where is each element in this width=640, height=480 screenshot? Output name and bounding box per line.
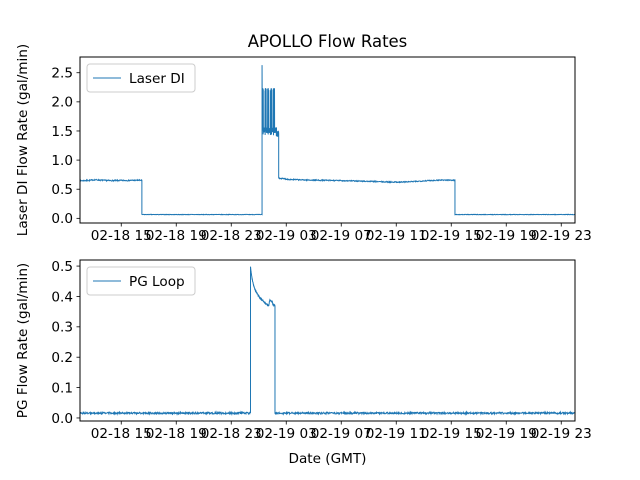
x-tick-label: 02-19 15 [421, 426, 482, 442]
x-tick-label: 02-19 23 [531, 228, 592, 244]
bottom-y-axis-label: PG Flow Rate (gal/min) [15, 263, 31, 418]
y-tick-label: 0.3 [51, 320, 73, 336]
x-axis-label: Date (GMT) [289, 451, 367, 467]
legend-box [86, 266, 196, 296]
x-tick-label: 02-19 11 [366, 228, 427, 244]
y-tick-label: 1.5 [51, 124, 73, 140]
legend: PG Loop [86, 266, 196, 296]
y-tick-label: 1.0 [51, 153, 73, 169]
x-tick-label: 02-19 07 [311, 426, 372, 442]
y-tick-label: 0.5 [51, 259, 73, 275]
legend-label: Laser DI [129, 71, 185, 87]
x-tick-label: 02-18 23 [201, 426, 262, 442]
x-tick-label: 02-18 15 [91, 228, 152, 244]
legend-box [86, 63, 196, 93]
figure-title: APOLLO Flow Rates [248, 32, 408, 51]
axes-spines [79, 259, 576, 422]
y-tick-label: 0.5 [51, 182, 73, 198]
series-line-laser-di [79, 65, 576, 216]
y-tick-label: 2.5 [51, 66, 73, 82]
axes-spines [79, 56, 576, 224]
x-tick-label: 02-19 07 [311, 228, 372, 244]
x-tick-label: 02-19 11 [366, 426, 427, 442]
legend-label: PG Loop [129, 274, 185, 290]
x-tick-label: 02-18 15 [91, 426, 152, 442]
top-y-axis-label: Laser DI Flow Rate (gal/min) [15, 44, 31, 236]
x-tick-label: 02-19 19 [476, 426, 537, 442]
legend: Laser DI [86, 63, 196, 93]
x-tick-label: 02-19 03 [256, 228, 317, 244]
x-tick-label: 02-19 15 [421, 228, 482, 244]
y-tick-label: 0.2 [51, 350, 73, 366]
x-tick-label: 02-18 19 [146, 228, 207, 244]
x-tick-label: 02-18 23 [201, 228, 262, 244]
y-tick-label: 0.0 [51, 411, 73, 427]
x-tick-label: 02-19 19 [476, 228, 537, 244]
y-tick-label: 0.0 [51, 211, 73, 227]
x-tick-label: 02-19 23 [531, 426, 592, 442]
y-tick-label: 2.0 [51, 95, 73, 111]
y-tick-label: 0.1 [51, 380, 73, 396]
x-tick-label: 02-18 19 [146, 426, 207, 442]
y-tick-label: 0.4 [51, 289, 73, 305]
x-tick-label: 02-19 03 [256, 426, 317, 442]
series-line-pg-loop [79, 266, 576, 416]
